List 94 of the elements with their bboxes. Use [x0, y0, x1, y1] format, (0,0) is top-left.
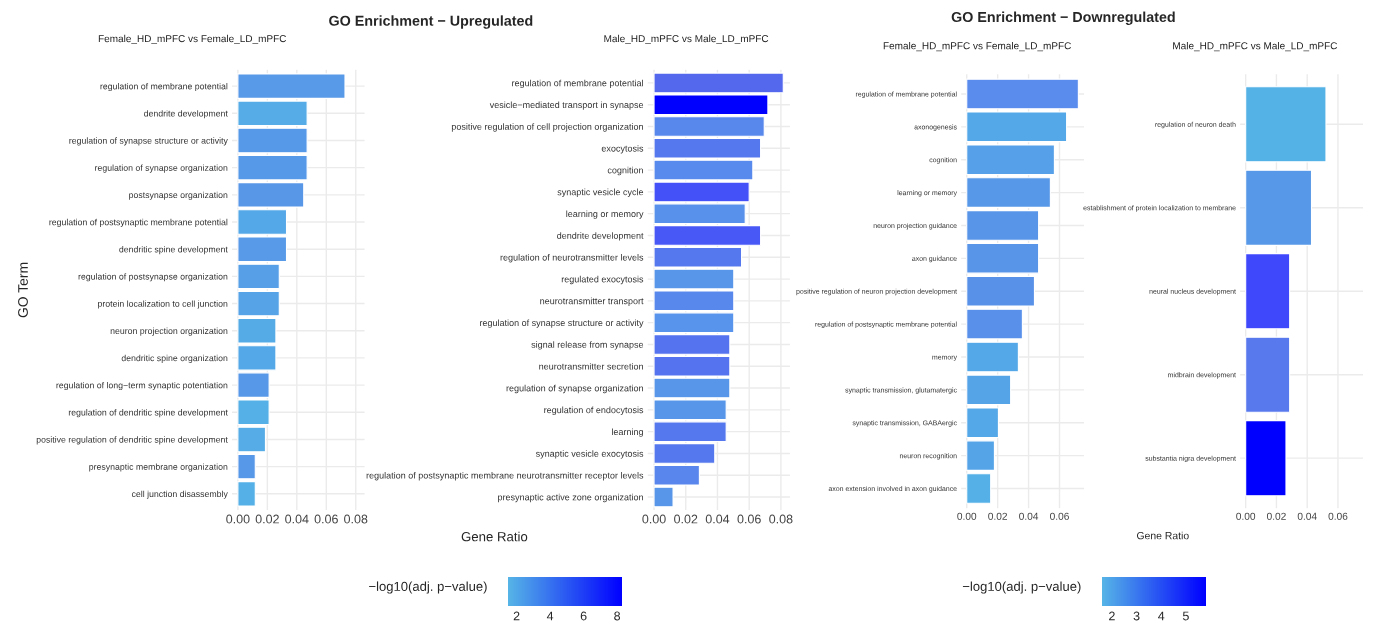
- color-bar-label: 5: [1182, 611, 1189, 621]
- chart-subtitle: Male_HD_mPFC vs Male_LD_mPFC: [1173, 41, 1338, 52]
- y-tick-label: positive regulation of cell projection organization: [451, 123, 643, 132]
- y-tick-label: regulation of dendritic spine development: [68, 409, 228, 418]
- y-tick-label: regulation of long−term synaptic potentiation: [56, 381, 228, 391]
- bar: [237, 290, 280, 317]
- text: GO Enrichment − Upregulated: [329, 15, 533, 29]
- x-tick-label: 0.00: [1236, 512, 1256, 520]
- bar: [1245, 169, 1313, 246]
- x-tick-label: 0.06: [314, 514, 338, 524]
- text: Gene Ratio: [461, 531, 528, 542]
- bar: [966, 242, 1040, 274]
- bar: [966, 111, 1068, 143]
- bar: [966, 275, 1036, 307]
- y-tick-label: regulation of endocytosis: [544, 406, 644, 415]
- bar: [1245, 86, 1327, 163]
- y-tick-label: exocytosis: [601, 145, 644, 154]
- bar: [966, 78, 1079, 110]
- y-tick-label: dendrite development: [144, 110, 228, 119]
- x-tick-label: 0.04: [1019, 512, 1039, 520]
- x-tick-label: 0.02: [1266, 512, 1286, 520]
- y-tick-label: dendrite development: [557, 232, 644, 241]
- text: Gene Ratio: [1136, 531, 1189, 540]
- x-tick-label: 0.00: [957, 512, 977, 520]
- bar: [966, 177, 1051, 208]
- bar: [966, 440, 995, 471]
- y-tick-label: regulation of synapse structure or activity: [69, 137, 228, 146]
- y-tick-label: regulation of postsynaptic membrane potential: [49, 218, 228, 228]
- chart-subtitle: Female_HD_mPFC vs Female_LD_mPFC: [98, 34, 287, 45]
- text: GO Enrichment − Downregulated: [951, 11, 1175, 25]
- y-tick-label: synaptic vesicle cycle: [557, 188, 644, 198]
- x-tick-label: 0.00: [642, 514, 666, 524]
- y-tick-label: regulation of postsynaptic membrane neurotransmitter receptor levels: [366, 471, 644, 481]
- color-bar-title: −log10(adj. p−value): [962, 581, 1081, 594]
- color-bar-label: 2: [513, 611, 520, 621]
- y-tick-label: cell junction disassembly: [131, 490, 228, 499]
- bar: [966, 308, 1023, 340]
- y-tick-label: regulation of membrane potential: [512, 79, 643, 89]
- y-tick-label: dendritic spine development: [119, 246, 228, 255]
- bar: [237, 127, 308, 154]
- color-bar-label: 8: [614, 611, 621, 621]
- y-tick-label: cognition: [607, 166, 643, 176]
- color-bar-label: 4: [1158, 611, 1165, 621]
- x-tick-label: 0.08: [769, 514, 793, 524]
- y-tick-label: regulation of neurotransmitter levels: [500, 254, 644, 263]
- y-tick-label: positive regulation of dendritic spine development: [36, 436, 228, 445]
- y-tick-label: neuron projection organization: [110, 327, 228, 336]
- y-tick-label: neurotransmitter transport: [540, 297, 644, 307]
- y-tick-label: learning: [612, 428, 643, 437]
- y-tick-label: synaptic vesicle exocytosis: [535, 450, 644, 459]
- y-tick-label: learning or memory: [566, 210, 644, 219]
- bar: [1245, 253, 1291, 330]
- x-tick-label: 0.04: [1297, 512, 1317, 520]
- y-tick-label: regulation of synapse structure or activity: [480, 319, 644, 328]
- x-tick-label: 0.02: [674, 514, 698, 524]
- y-tick-label: regulated exocytosis: [561, 275, 644, 285]
- bar: [966, 210, 1040, 241]
- bar: [966, 374, 1012, 406]
- y-tick-label: dendritic spine organization: [121, 354, 228, 363]
- chart-subtitle: Female_HD_mPFC vs Female_LD_mPFC: [883, 41, 1071, 52]
- y-tick-label: regulation of membrane potential: [100, 82, 228, 92]
- x-tick-label: 0.06: [1050, 512, 1069, 520]
- bar: [1245, 336, 1291, 413]
- bar: [966, 341, 1019, 373]
- color-bar-label: 2: [1109, 611, 1115, 621]
- x-tick-label: 0.08: [344, 514, 368, 524]
- bar: [1245, 420, 1287, 497]
- color-bar-label: 3: [1133, 611, 1140, 621]
- y-tick-label: protein localization to cell junction: [98, 300, 228, 309]
- bar: [966, 144, 1055, 176]
- color-bar-label: 4: [546, 611, 554, 621]
- bar: [966, 407, 999, 439]
- chart-subtitle: Male_HD_mPFC vs Male_LD_mPFC: [604, 34, 769, 45]
- x-tick-label: 0.06: [1328, 512, 1348, 520]
- y-tick-label: presynaptic active zone organization: [498, 493, 643, 503]
- x-tick-label: 0.04: [705, 514, 730, 524]
- y-tick-label: neurotransmitter secretion: [539, 362, 643, 370]
- y-tick-label: regulation of synapse organization: [95, 164, 228, 173]
- y-tick-label: vesicle−mediated transport in synapse: [489, 101, 644, 110]
- bar: [237, 426, 267, 453]
- x-tick-label: 0.06: [737, 514, 761, 524]
- x-tick-label: 0.02: [255, 514, 279, 524]
- y-axis-title: GO Term: [18, 262, 28, 318]
- y-tick-label: postsynapse organization: [129, 191, 228, 200]
- x-tick-label: 0.00: [226, 514, 250, 524]
- y-tick-label: regulation of synapse organization: [506, 384, 643, 394]
- y-tick-label: presynaptic membrane organization: [89, 463, 228, 472]
- y-tick-label: signal release from synapse: [531, 341, 644, 350]
- color-bar-title: −log10(adj. p−value): [369, 581, 487, 594]
- bar: [966, 473, 992, 504]
- x-tick-label: 0.04: [285, 514, 309, 524]
- color-bar-label: 6: [580, 611, 587, 621]
- y-tick-label: regulation of postsynapse organization: [78, 273, 228, 282]
- x-tick-label: 0.02: [988, 512, 1008, 520]
